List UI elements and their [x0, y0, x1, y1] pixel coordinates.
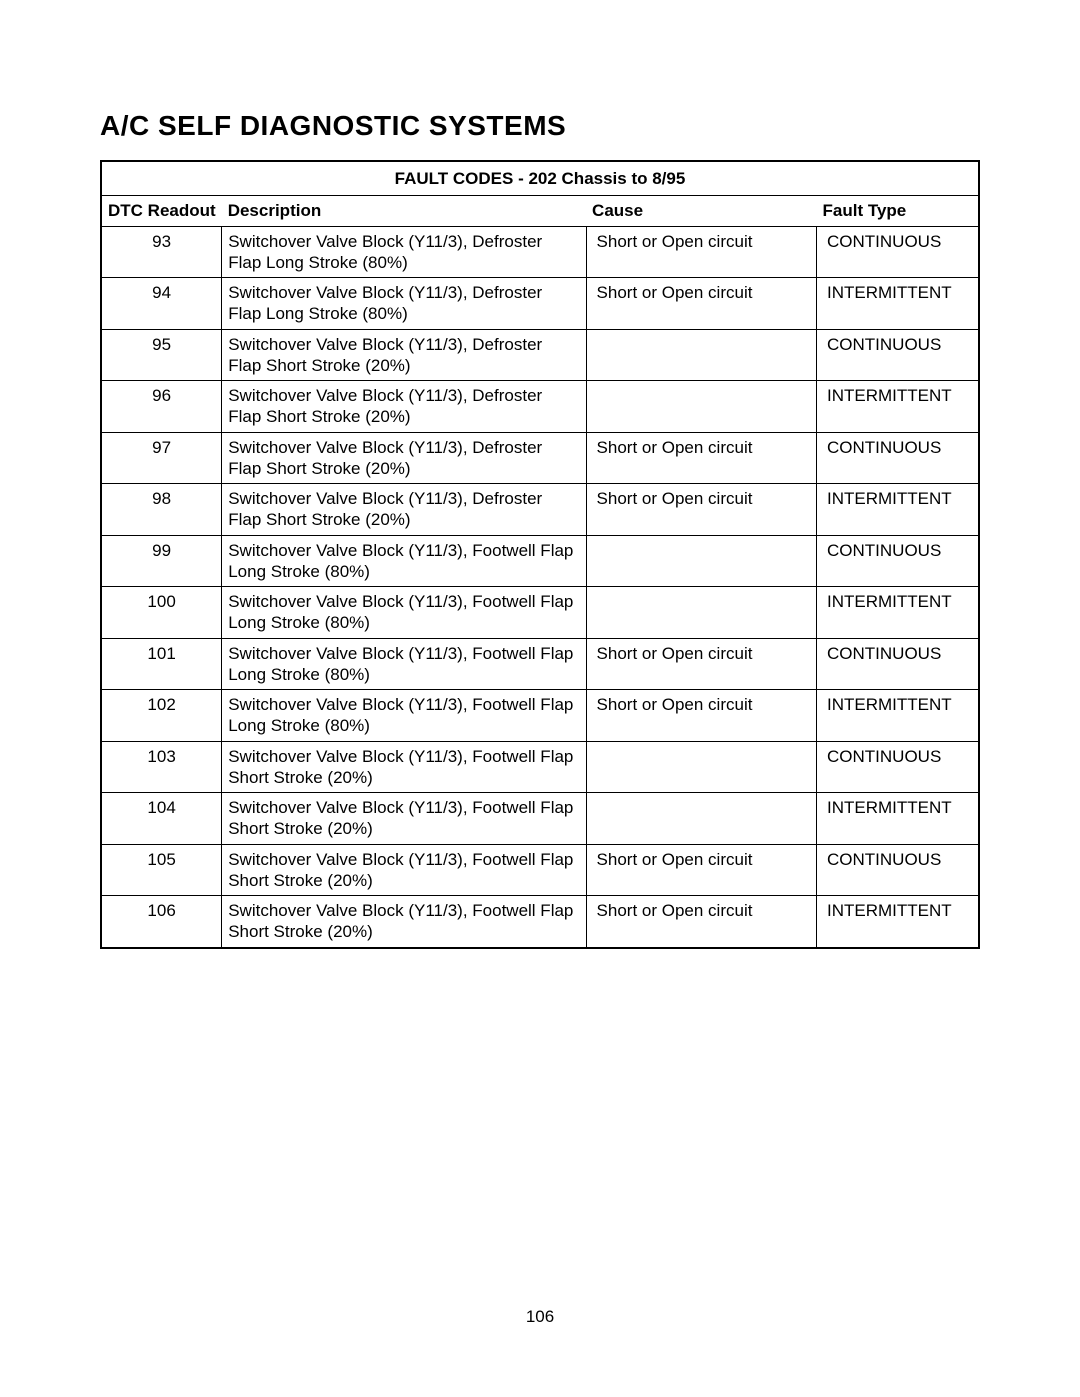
cell-fault: CONTINUOUS: [817, 844, 980, 896]
cell-fault: CONTINUOUS: [817, 741, 980, 793]
cell-desc: Switchover Valve Block (Y11/3), Footwell…: [222, 844, 586, 896]
cell-cause: [586, 329, 816, 381]
cell-dtc: 101: [101, 638, 222, 690]
cell-desc: Switchover Valve Block (Y11/3), Defroste…: [222, 432, 586, 484]
table-row: 96Switchover Valve Block (Y11/3), Defros…: [101, 381, 979, 433]
cell-cause: [586, 793, 816, 845]
page: A/C SELF DIAGNOSTIC SYSTEMS FAULT CODES …: [0, 0, 1080, 1397]
cell-dtc: 95: [101, 329, 222, 381]
cell-fault: INTERMITTENT: [817, 587, 980, 639]
cell-dtc: 98: [101, 484, 222, 536]
cell-fault: CONTINUOUS: [817, 226, 980, 278]
cell-cause: Short or Open circuit: [586, 844, 816, 896]
cell-cause: [586, 587, 816, 639]
cell-cause: Short or Open circuit: [586, 226, 816, 278]
cell-fault: INTERMITTENT: [817, 484, 980, 536]
cell-fault: INTERMITTENT: [817, 278, 980, 330]
cell-dtc: 103: [101, 741, 222, 793]
table-row: 99Switchover Valve Block (Y11/3), Footwe…: [101, 535, 979, 587]
cell-cause: Short or Open circuit: [586, 432, 816, 484]
fault-codes-table: FAULT CODES - 202 Chassis to 8/95 DTC Re…: [100, 160, 980, 949]
table-row: 98Switchover Valve Block (Y11/3), Defros…: [101, 484, 979, 536]
cell-desc: Switchover Valve Block (Y11/3), Footwell…: [222, 638, 586, 690]
cell-desc: Switchover Valve Block (Y11/3), Defroste…: [222, 278, 586, 330]
table-row: 102Switchover Valve Block (Y11/3), Footw…: [101, 690, 979, 742]
cell-cause: [586, 381, 816, 433]
cell-dtc: 97: [101, 432, 222, 484]
cell-fault: CONTINUOUS: [817, 638, 980, 690]
cell-cause: Short or Open circuit: [586, 896, 816, 948]
cell-desc: Switchover Valve Block (Y11/3), Defroste…: [222, 226, 586, 278]
cell-desc: Switchover Valve Block (Y11/3), Defroste…: [222, 329, 586, 381]
col-desc: Description: [222, 196, 586, 226]
table-row: 94Switchover Valve Block (Y11/3), Defros…: [101, 278, 979, 330]
cell-dtc: 99: [101, 535, 222, 587]
table-row: 106Switchover Valve Block (Y11/3), Footw…: [101, 896, 979, 948]
cell-fault: INTERMITTENT: [817, 381, 980, 433]
col-cause: Cause: [586, 196, 816, 226]
cell-desc: Switchover Valve Block (Y11/3), Footwell…: [222, 793, 586, 845]
table-row: 103Switchover Valve Block (Y11/3), Footw…: [101, 741, 979, 793]
cell-dtc: 100: [101, 587, 222, 639]
cell-dtc: 93: [101, 226, 222, 278]
cell-cause: [586, 741, 816, 793]
col-dtc: DTC Readout: [101, 196, 222, 226]
table-row: 95Switchover Valve Block (Y11/3), Defros…: [101, 329, 979, 381]
cell-cause: Short or Open circuit: [586, 690, 816, 742]
col-fault: Fault Type: [817, 196, 980, 226]
table-row: 100Switchover Valve Block (Y11/3), Footw…: [101, 587, 979, 639]
cell-fault: CONTINUOUS: [817, 535, 980, 587]
page-title: A/C SELF DIAGNOSTIC SYSTEMS: [100, 110, 980, 142]
cell-dtc: 104: [101, 793, 222, 845]
cell-dtc: 96: [101, 381, 222, 433]
cell-dtc: 94: [101, 278, 222, 330]
cell-desc: Switchover Valve Block (Y11/3), Footwell…: [222, 535, 586, 587]
table-body: 93Switchover Valve Block (Y11/3), Defros…: [101, 226, 979, 948]
cell-desc: Switchover Valve Block (Y11/3), Footwell…: [222, 587, 586, 639]
cell-dtc: 105: [101, 844, 222, 896]
cell-fault: CONTINUOUS: [817, 432, 980, 484]
cell-fault: INTERMITTENT: [817, 690, 980, 742]
cell-desc: Switchover Valve Block (Y11/3), Defroste…: [222, 381, 586, 433]
cell-cause: Short or Open circuit: [586, 638, 816, 690]
cell-fault: CONTINUOUS: [817, 329, 980, 381]
table-row: 105Switchover Valve Block (Y11/3), Footw…: [101, 844, 979, 896]
cell-desc: Switchover Valve Block (Y11/3), Footwell…: [222, 896, 586, 948]
cell-fault: INTERMITTENT: [817, 896, 980, 948]
table-header-row: DTC Readout Description Cause Fault Type: [101, 196, 979, 226]
page-number: 106: [0, 1307, 1080, 1327]
cell-fault: INTERMITTENT: [817, 793, 980, 845]
cell-desc: Switchover Valve Block (Y11/3), Footwell…: [222, 690, 586, 742]
cell-cause: Short or Open circuit: [586, 278, 816, 330]
table-row: 104Switchover Valve Block (Y11/3), Footw…: [101, 793, 979, 845]
table-row: 101Switchover Valve Block (Y11/3), Footw…: [101, 638, 979, 690]
table-row: 93Switchover Valve Block (Y11/3), Defros…: [101, 226, 979, 278]
cell-cause: Short or Open circuit: [586, 484, 816, 536]
cell-desc: Switchover Valve Block (Y11/3), Footwell…: [222, 741, 586, 793]
cell-cause: [586, 535, 816, 587]
table-caption: FAULT CODES - 202 Chassis to 8/95: [101, 161, 979, 196]
cell-dtc: 106: [101, 896, 222, 948]
cell-dtc: 102: [101, 690, 222, 742]
table-row: 97Switchover Valve Block (Y11/3), Defros…: [101, 432, 979, 484]
cell-desc: Switchover Valve Block (Y11/3), Defroste…: [222, 484, 586, 536]
